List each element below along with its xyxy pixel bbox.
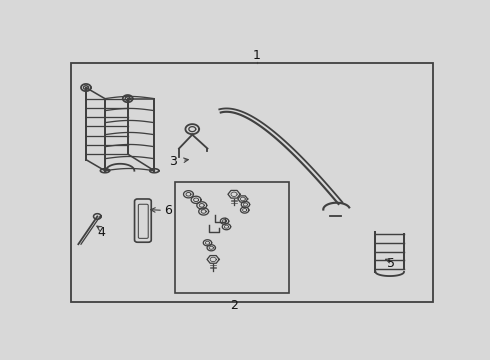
Text: 3: 3 xyxy=(170,154,177,167)
Text: 2: 2 xyxy=(230,300,238,312)
Bar xyxy=(71,63,434,302)
Text: 6: 6 xyxy=(165,204,172,217)
Bar xyxy=(175,182,289,293)
Text: 4: 4 xyxy=(97,226,105,239)
Text: 1: 1 xyxy=(253,49,261,62)
Text: 5: 5 xyxy=(387,257,395,270)
